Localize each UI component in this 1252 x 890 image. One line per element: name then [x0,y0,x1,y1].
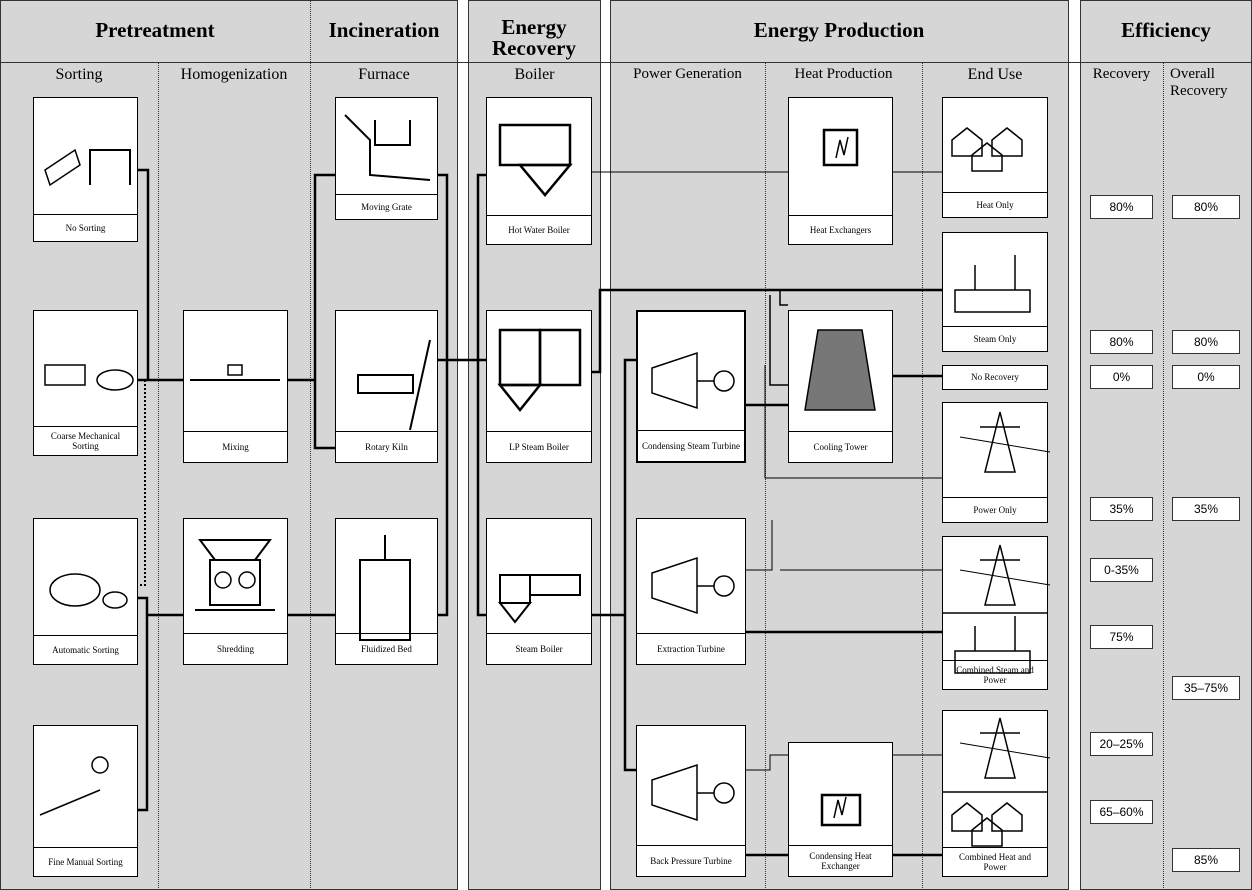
line [476,173,486,617]
efficiency-value: 75% [1090,625,1153,649]
efficiency-value: 80% [1090,195,1153,219]
process-label: Condensing Steam Turbine [638,430,744,461]
divider [158,62,159,890]
section-title: Efficiency [1121,17,1211,42]
column-title: End Use [967,66,1023,83]
line [438,173,449,617]
column-title: Recovery [1092,66,1151,82]
efficiency-value: 35% [1090,497,1153,521]
line [592,288,942,374]
process-label: Back Pressure Turbine [637,845,745,876]
section-title: Energy Recovery [492,15,576,60]
process-label: Extraction Turbine [637,633,745,664]
efficiency-value: 35% [1172,497,1240,521]
line [623,358,636,772]
process-label: No Recovery [971,371,1019,382]
divider [922,62,923,890]
section-title: Energy Production [753,17,925,42]
process-box: Combined Steam and Power [942,536,1048,690]
process-label: Heat Only [943,192,1047,217]
process-box: LP Steam Boiler [486,310,592,463]
process-box: Rotary Kiln [335,310,438,463]
process-label: Combined Heat and Power [943,847,1047,876]
divider [310,0,311,890]
efficiency-value: 0-35% [1090,558,1153,582]
process-label: Automatic Sorting [34,635,137,664]
efficiency-value: 20–25% [1090,732,1153,756]
process-box: Automatic Sorting [33,518,138,665]
process-label: Fine Manual Sorting [34,847,137,876]
process-label: Condensing Heat Exchanger [789,845,892,876]
process-label: No Sorting [34,214,137,241]
efficiency-value: 0% [1090,365,1153,389]
line [138,596,149,812]
process-box: Fine Manual Sorting [33,725,138,877]
divider [1163,62,1164,890]
column-title: Boiler [514,66,555,83]
process-label: Fluidized Bed [336,633,437,664]
process-label: Power Only [943,497,1047,522]
line [138,168,150,380]
process-box: Combined Heat and Power [942,710,1048,877]
process-box: No Recovery [942,365,1048,390]
column-title: Furnace [358,66,410,83]
column-title: Overall Recovery [1170,66,1228,99]
process-box: Cooling Tower [788,310,893,463]
process-label: Moving Grate [336,194,437,219]
process-label: Steam Boiler [487,633,591,664]
process-label: Cooling Tower [789,431,892,462]
process-box: Extraction Turbine [636,518,746,665]
efficiency-value: 65–60% [1090,800,1153,824]
process-box: Condensing Steam Turbine [636,310,746,463]
column-title: Sorting [55,66,103,83]
process-label: Steam Only [943,326,1047,351]
section-title: Pretreatment [95,17,215,42]
process-box: No Sorting [33,97,138,242]
line [138,380,146,586]
line [764,365,942,479]
efficiency-value: 0% [1172,365,1240,389]
line [745,520,773,571]
process-box: Back Pressure Turbine [636,725,746,877]
process-box: Fluidized Bed [335,518,438,665]
process-label: Hot Water Boiler [487,215,591,244]
line [779,290,788,306]
line [313,173,335,450]
process-label: Mixing [184,431,287,462]
line [769,295,788,386]
process-box: Steam Boiler [486,518,592,665]
efficiency-value: 80% [1172,330,1240,354]
efficiency-value: 85% [1172,848,1240,872]
process-box: Mixing [183,310,288,463]
process-box: Heat Only [942,97,1048,218]
process-label: Shredding [184,633,287,664]
header-rule [0,62,1252,63]
efficiency-value: 80% [1172,195,1240,219]
column-title: Homogenization [180,66,288,83]
column-title: Power Generation [633,66,742,82]
column-title: Heat Production [794,66,893,82]
efficiency-value: 35–75% [1172,676,1240,700]
process-box: Heat Exchangers [788,97,893,245]
process-label: LP Steam Boiler [487,431,591,462]
process-box: Hot Water Boiler [486,97,592,245]
process-box: Moving Grate [335,97,438,220]
process-label: Coarse Mechanical Sorting [34,426,137,455]
process-box: Power Only [942,402,1048,523]
process-box: Condensing Heat Exchanger [788,742,893,877]
process-label: Heat Exchangers [789,215,892,244]
process-box: Steam Only [942,232,1048,352]
efficiency-value: 80% [1090,330,1153,354]
process-label: Rotary Kiln [336,431,437,462]
process-box: Coarse Mechanical Sorting [33,310,138,456]
process-box: Shredding [183,518,288,665]
section-title: Incineration [328,17,440,42]
process-label: Combined Steam and Power [943,660,1047,689]
